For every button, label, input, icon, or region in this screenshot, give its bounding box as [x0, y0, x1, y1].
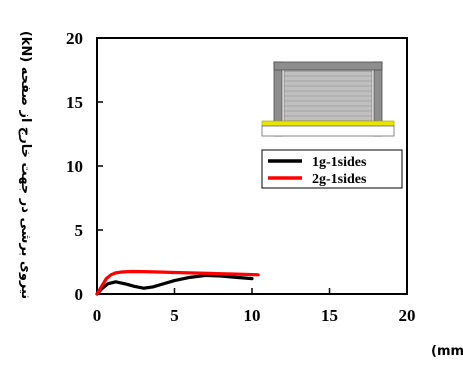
x-axis-ticks: 0 5 10 15 20	[93, 288, 416, 325]
x-tick-label: 20	[399, 306, 416, 325]
x-tick-label: 15	[321, 306, 338, 325]
legend-box	[261, 149, 403, 189]
legend-label-2g-1sides: 2g-1sides	[312, 172, 367, 187]
y-tick-label: 5	[75, 221, 84, 240]
y-axis-ticks: 0 5 10 15 20	[66, 29, 103, 304]
specimen-inset-image	[261, 60, 398, 140]
legend-label-1g-1sides: 1g-1sides	[312, 155, 367, 170]
y-tick-label: 15	[66, 93, 83, 112]
y-tick-label: 20	[66, 29, 83, 48]
x-tick-label: 5	[170, 306, 179, 325]
series-line-1g-1sides	[95, 273, 254, 296]
y-tick-label: 0	[75, 285, 84, 304]
x-tick-label: 0	[93, 306, 102, 325]
series-layer	[95, 269, 260, 296]
y-axis-title: نیروی برشی در جهت خارج از صفحه (kN)	[18, 31, 33, 299]
x-tick-label: 10	[244, 306, 261, 325]
legend: 1g-1sides 2g-1sides	[261, 149, 403, 189]
x-axis-title: متوسط جابه‌جایی میان‌قاب در جهت خارج از …	[431, 344, 463, 359]
y-tick-label: 10	[66, 157, 83, 176]
series-line-2g-1sides	[95, 269, 260, 296]
